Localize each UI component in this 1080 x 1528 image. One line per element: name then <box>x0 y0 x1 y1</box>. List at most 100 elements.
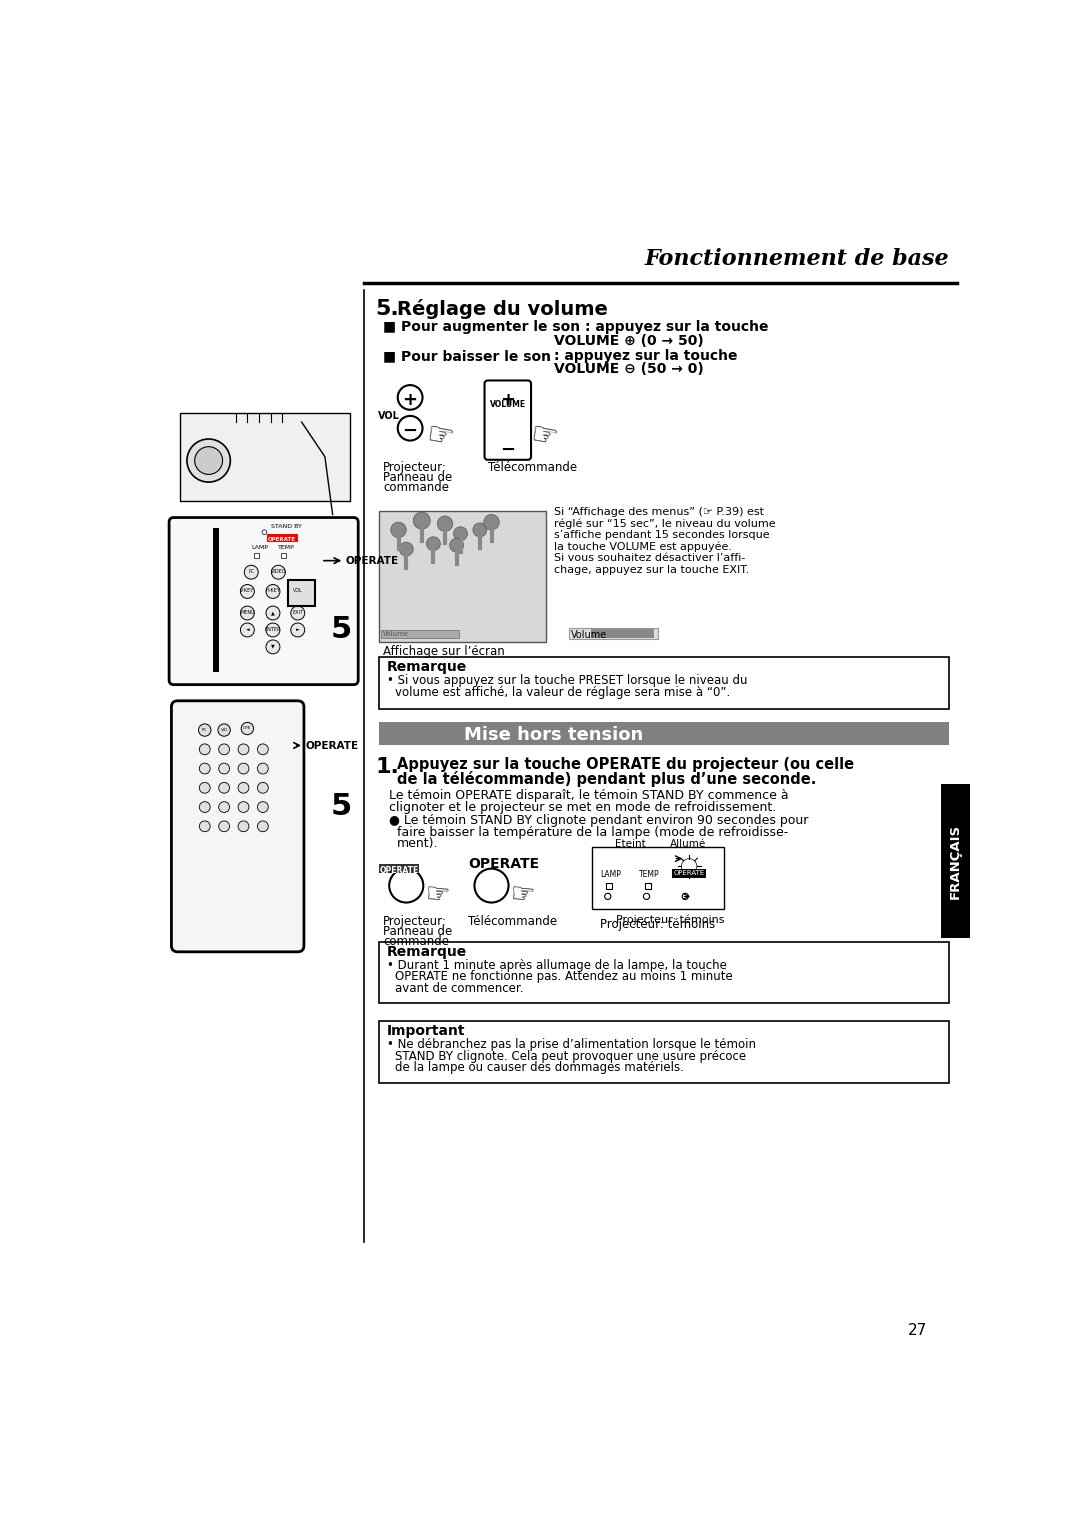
Circle shape <box>257 762 268 775</box>
Circle shape <box>241 723 254 735</box>
Circle shape <box>473 523 487 536</box>
Bar <box>569 628 658 639</box>
Text: STAND BY: STAND BY <box>271 524 301 530</box>
Text: Affichage sur l’écran: Affichage sur l’écran <box>383 645 504 659</box>
Text: H-KEY: H-KEY <box>266 588 281 593</box>
Text: de la lampe ou causer des dommages matériels.: de la lampe ou causer des dommages matér… <box>395 1060 685 1074</box>
Text: VOLUME ⊖ (50 → 0): VOLUME ⊖ (50 → 0) <box>554 362 703 376</box>
Text: commande: commande <box>383 481 449 494</box>
Text: MENU: MENU <box>240 610 255 614</box>
Circle shape <box>218 782 230 793</box>
Circle shape <box>257 802 268 813</box>
Text: s’affiche pendant 15 secondes lorsque: s’affiche pendant 15 secondes lorsque <box>554 530 769 539</box>
Circle shape <box>218 802 230 813</box>
Circle shape <box>681 859 697 874</box>
Circle shape <box>238 821 248 831</box>
Text: la touche VOLUME est appuyée.: la touche VOLUME est appuyée. <box>554 541 731 552</box>
Text: ►: ► <box>296 626 299 633</box>
Bar <box>379 941 948 1004</box>
Circle shape <box>218 762 230 775</box>
Bar <box>281 553 286 558</box>
Text: ☞: ☞ <box>423 420 456 454</box>
Circle shape <box>257 821 268 831</box>
Text: OPERATE: OPERATE <box>674 871 705 876</box>
Text: ■ Pour baisser le son: ■ Pour baisser le son <box>383 348 551 364</box>
Text: Si “Affichage des menus” (☞ P.39) est: Si “Affichage des menus” (☞ P.39) est <box>554 507 764 516</box>
Text: VOLUME ⊕ (0 → 50): VOLUME ⊕ (0 → 50) <box>554 333 703 347</box>
Circle shape <box>187 439 230 483</box>
Circle shape <box>241 585 255 599</box>
Text: Projecteur: témoins: Projecteur: témoins <box>616 915 724 926</box>
Text: ☞: ☞ <box>510 880 537 911</box>
Bar <box>381 630 459 637</box>
Text: −: − <box>500 440 515 458</box>
Circle shape <box>266 607 280 620</box>
Circle shape <box>605 894 611 900</box>
Circle shape <box>200 802 211 813</box>
Text: Fonctionnement de base: Fonctionnement de base <box>644 249 948 270</box>
Circle shape <box>241 623 255 637</box>
Circle shape <box>244 565 258 579</box>
Bar <box>379 723 948 746</box>
Bar <box>379 863 419 872</box>
Text: VID: VID <box>220 727 228 732</box>
Text: Projecteur:: Projecteur: <box>383 915 447 927</box>
FancyBboxPatch shape <box>288 581 314 607</box>
Text: +: + <box>500 391 515 410</box>
Text: TEMP: TEMP <box>279 545 295 550</box>
Text: ☞: ☞ <box>424 880 451 911</box>
Circle shape <box>194 446 222 474</box>
Text: : appuyez sur la touche: : appuyez sur la touche <box>554 348 737 364</box>
Text: Volume: Volume <box>570 630 607 640</box>
Text: OPERATE: OPERATE <box>380 866 419 876</box>
Text: 5.: 5. <box>375 299 399 319</box>
Text: PC: PC <box>248 568 255 575</box>
Text: de la télécommande) pendant plus d’une seconde.: de la télécommande) pendant plus d’une s… <box>397 770 816 787</box>
Text: Volume: Volume <box>383 631 409 637</box>
Text: Réglage du volume: Réglage du volume <box>397 299 608 319</box>
FancyBboxPatch shape <box>170 518 359 685</box>
Text: ● Le témoin STAND BY clignote pendant environ 90 secondes pour: ● Le témoin STAND BY clignote pendant en… <box>389 814 809 827</box>
Text: OPERATE: OPERATE <box>469 857 539 871</box>
Circle shape <box>683 894 688 900</box>
Circle shape <box>200 782 211 793</box>
Text: avant de commencer.: avant de commencer. <box>395 983 524 995</box>
Bar <box>591 630 654 639</box>
Text: LAMP: LAMP <box>252 545 268 550</box>
Text: Projecteur: témoins: Projecteur: témoins <box>600 918 716 931</box>
Text: • Durant 1 minute après allumage de la lampe, la touche: • Durant 1 minute après allumage de la l… <box>387 958 727 972</box>
Circle shape <box>266 623 280 637</box>
Text: ☞: ☞ <box>528 420 559 454</box>
Bar <box>606 883 612 889</box>
Text: STAND BY clignote. Cela peut provoquer une usure précoce: STAND BY clignote. Cela peut provoquer u… <box>395 1050 746 1062</box>
Bar <box>941 784 971 938</box>
Bar <box>379 657 948 709</box>
Text: Télécommande: Télécommande <box>469 915 557 927</box>
Text: 5: 5 <box>330 614 352 643</box>
Text: ▲: ▲ <box>271 610 274 614</box>
Text: Le témoin OPERATE disparaît, le témoin STAND BY commence à: Le témoin OPERATE disparaît, le témoin S… <box>389 790 788 802</box>
Text: ENTER: ENTER <box>265 626 281 633</box>
Circle shape <box>391 523 406 538</box>
Text: • Si vous appuyez sur la touche PRESET lorsque le niveau du: • Si vous appuyez sur la touche PRESET l… <box>387 674 747 688</box>
Text: Remarque: Remarque <box>387 944 468 960</box>
Circle shape <box>238 744 248 755</box>
Text: OPERATE: OPERATE <box>268 536 296 542</box>
Circle shape <box>218 724 230 736</box>
Bar <box>147 299 356 507</box>
Circle shape <box>454 527 468 541</box>
Bar <box>379 1021 948 1083</box>
Text: Projecteur:: Projecteur: <box>383 460 447 474</box>
Circle shape <box>400 542 414 556</box>
Text: ▼: ▼ <box>271 643 274 649</box>
Circle shape <box>266 585 280 599</box>
Text: clignoter et le projecteur se met en mode de refroidissement.: clignoter et le projecteur se met en mod… <box>389 801 777 814</box>
FancyBboxPatch shape <box>180 413 350 501</box>
Circle shape <box>291 607 305 620</box>
Circle shape <box>262 530 267 535</box>
Text: EXIT: EXIT <box>293 610 303 614</box>
Circle shape <box>427 536 441 550</box>
Text: LAMP: LAMP <box>600 871 621 879</box>
Text: ◄: ◄ <box>245 626 249 633</box>
Circle shape <box>218 821 230 831</box>
